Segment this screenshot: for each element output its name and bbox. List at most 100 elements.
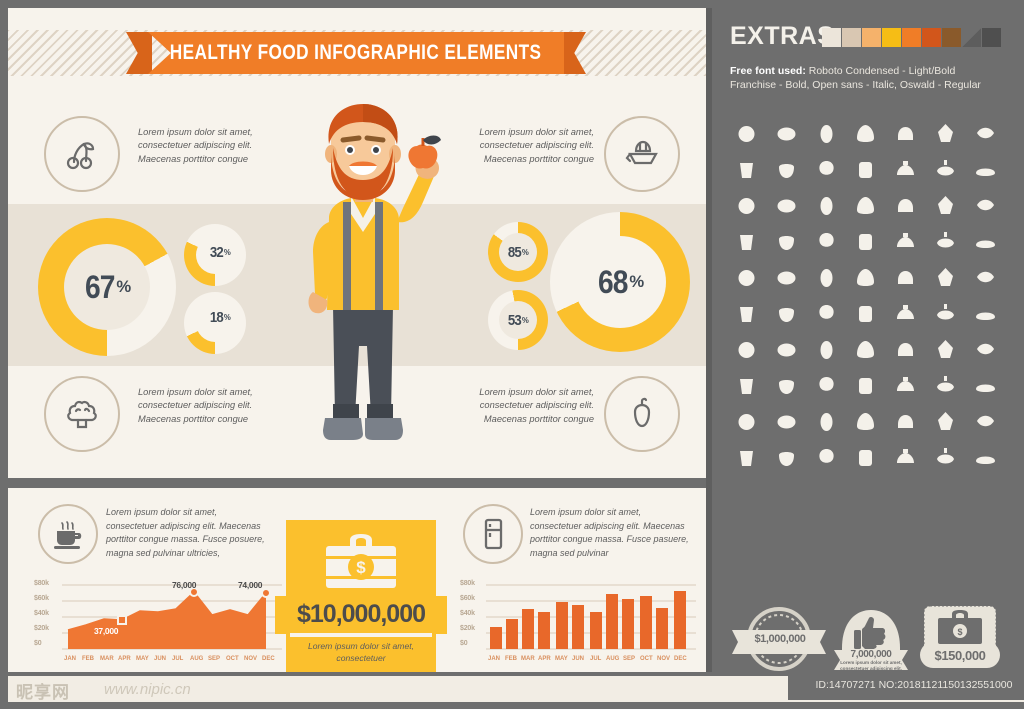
pizza-icon[interactable]: [770, 372, 804, 398]
apricot-icon[interactable]: [809, 408, 843, 434]
lemon-icon: [975, 240, 995, 248]
nut-icon[interactable]: [809, 264, 843, 290]
cherry-icon[interactable]: [770, 228, 804, 254]
burger-icon[interactable]: [849, 408, 883, 434]
hot-dish-icon[interactable]: [929, 156, 963, 182]
mushroom-icon[interactable]: [929, 192, 963, 218]
onion-icon[interactable]: [770, 156, 804, 182]
image-id-text: ID:14707271 NO:20181121150132551000: [788, 670, 1024, 700]
grill-icon[interactable]: [929, 228, 963, 254]
asparagus-icon[interactable]: [730, 300, 764, 326]
fish-bone-icon[interactable]: [929, 372, 963, 398]
steak-icon[interactable]: [968, 264, 1002, 290]
icon-badge-coffee[interactable]: [38, 504, 98, 564]
alarm-scale-icon: [937, 267, 953, 286]
swatch-orange[interactable]: [902, 28, 921, 47]
area-ytick-60k: $60k: [34, 595, 49, 602]
swatch-yellow[interactable]: [882, 28, 901, 47]
pretzel-icon[interactable]: [968, 192, 1002, 218]
icon-badge-juicer[interactable]: [604, 116, 680, 192]
bread-slice-icon[interactable]: [889, 264, 923, 290]
banana-icon[interactable]: [968, 156, 1002, 182]
toast-icon[interactable]: [889, 300, 923, 326]
chicken-icon[interactable]: [929, 300, 963, 326]
garlic-icon[interactable]: [730, 156, 764, 182]
crab-icon[interactable]: [929, 444, 963, 470]
pineapple-top-icon[interactable]: [968, 300, 1002, 326]
swatch-light-orange[interactable]: [862, 28, 881, 47]
fonts-note: Free font used: Roboto Condensed - Light…: [730, 64, 996, 92]
olive-icon[interactable]: [929, 336, 963, 362]
alarm-scale-icon[interactable]: [929, 264, 963, 290]
roast-icon[interactable]: [968, 408, 1002, 434]
roast-chicken-icon[interactable]: [849, 300, 883, 326]
swatch-dark-orange[interactable]: [922, 28, 941, 47]
icon-badge-cherry[interactable]: [44, 116, 120, 192]
extras-column: EXTRAS Free font used: Roboto Condensed …: [714, 8, 1016, 672]
turkey-icon[interactable]: [889, 408, 923, 434]
icon-badge-refrigerator[interactable]: [463, 504, 523, 564]
canned-food-icon[interactable]: [849, 228, 883, 254]
pineapple-icon[interactable]: [809, 120, 843, 146]
mushroom-cap-icon[interactable]: [849, 444, 883, 470]
swatch-brown[interactable]: [942, 28, 961, 47]
pear-icon[interactable]: [770, 264, 804, 290]
pumpkin-icon[interactable]: [770, 120, 804, 146]
cupcake-icon: [819, 376, 834, 391]
bananas-bunch-icon[interactable]: [770, 192, 804, 218]
lemon-half-icon[interactable]: [968, 444, 1002, 470]
avocado-icon[interactable]: [770, 408, 804, 434]
broccoli-icon[interactable]: [730, 444, 764, 470]
coffee-cup-icon[interactable]: [849, 156, 883, 182]
swatch-cream[interactable]: [822, 28, 841, 47]
sausage-icon[interactable]: [889, 228, 923, 254]
cutlery-icon[interactable]: [849, 264, 883, 290]
shrimp-icon[interactable]: [929, 408, 963, 434]
swatch-beige[interactable]: [842, 28, 861, 47]
corn-icon[interactable]: [730, 120, 764, 146]
icon-badge-broccoli[interactable]: [44, 376, 120, 452]
area-xtick-jun: JUN: [154, 656, 167, 662]
bar-xtick-aug: AUG: [606, 656, 620, 662]
strawberry-icon[interactable]: [809, 336, 843, 362]
cupcake-icon[interactable]: [809, 372, 843, 398]
corn-cob-icon[interactable]: [730, 336, 764, 362]
peanut-icon[interactable]: [730, 228, 764, 254]
chili-pepper-icon[interactable]: [889, 156, 923, 182]
radish-icon[interactable]: [730, 372, 764, 398]
lemon-icon[interactable]: [968, 228, 1002, 254]
lettuce-icon[interactable]: [809, 444, 843, 470]
bread-loaf-icon[interactable]: [849, 336, 883, 362]
pea-pod-icon[interactable]: [730, 408, 764, 434]
donut-chart-18: 18%: [184, 292, 246, 354]
fish-icon[interactable]: [889, 336, 923, 362]
drumstick-icon[interactable]: [889, 444, 923, 470]
milk-carton-icon[interactable]: [849, 120, 883, 146]
peach-icon[interactable]: [809, 192, 843, 218]
apple-icon[interactable]: [770, 300, 804, 326]
potato-icon[interactable]: [968, 120, 1002, 146]
peach-half-icon[interactable]: [770, 444, 804, 470]
pancakes-icon[interactable]: [929, 120, 963, 146]
swatch-dark-gray[interactable]: [982, 28, 1001, 47]
cheese-icon[interactable]: [889, 192, 923, 218]
icon-badge-bell-pepper[interactable]: [604, 376, 680, 452]
chicken-leg-icon: [975, 384, 995, 392]
soup-bowl-icon[interactable]: [889, 120, 923, 146]
chicken-leg-icon[interactable]: [968, 372, 1002, 398]
peanut-icon: [740, 234, 754, 250]
carrot-icon[interactable]: [730, 192, 764, 218]
egg-icon[interactable]: [809, 300, 843, 326]
melon-slice-icon[interactable]: [809, 156, 843, 182]
wheat-icon[interactable]: [968, 336, 1002, 362]
grinder-icon[interactable]: [889, 372, 923, 398]
bell-pepper-icon: [633, 397, 651, 428]
grapes-icon: [777, 343, 796, 356]
grapes-icon[interactable]: [770, 336, 804, 362]
area-xtick-oct: OCT: [226, 656, 239, 662]
pot-icon[interactable]: [849, 372, 883, 398]
fried-egg-icon[interactable]: [849, 192, 883, 218]
cereal-bowl-icon[interactable]: [809, 228, 843, 254]
tomato-icon[interactable]: [730, 264, 764, 290]
swatch-gray-split[interactable]: [962, 28, 981, 47]
